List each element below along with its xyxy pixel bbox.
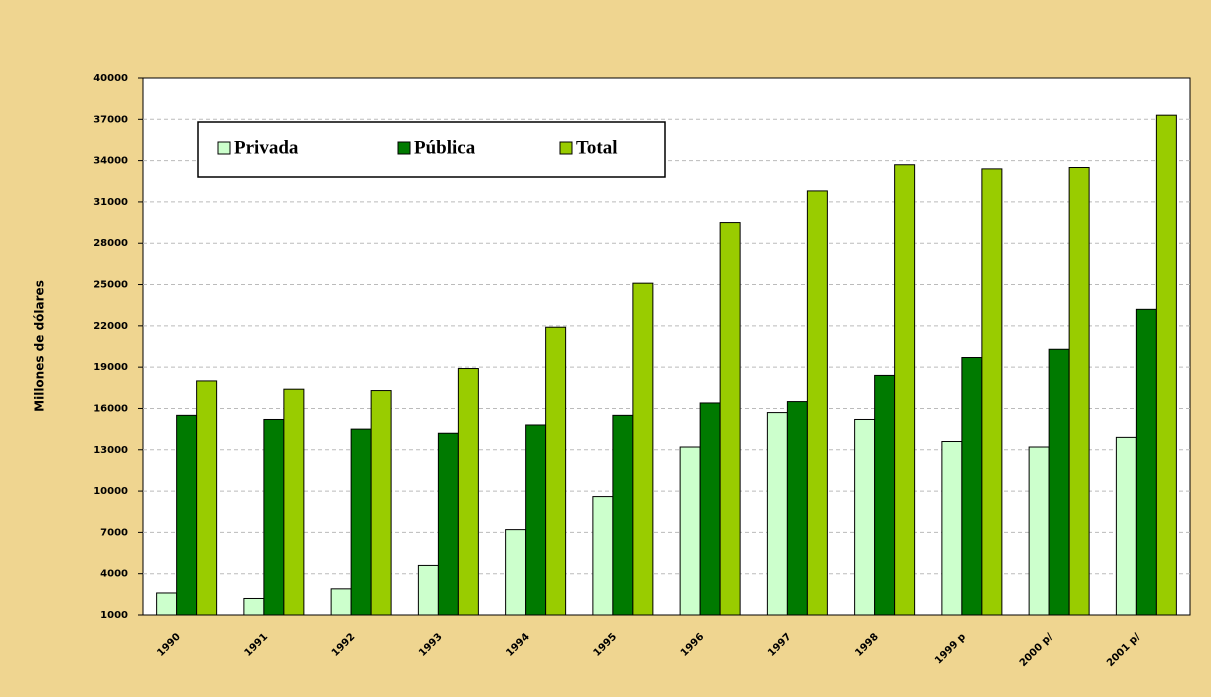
x-tick-label: 1992 [330, 631, 357, 658]
x-tick-label: 1996 [679, 631, 706, 658]
x-tick-label: 2000 p/ [1018, 631, 1056, 669]
legend-swatch [217, 141, 231, 155]
bar [243, 597, 265, 616]
y-tick-label: 22000 [93, 321, 128, 332]
bar [350, 428, 372, 616]
legend-label: Pública [414, 137, 476, 158]
y-tick-label: 31000 [93, 197, 128, 208]
bar [1155, 114, 1177, 616]
bar [417, 564, 439, 616]
bar [806, 190, 828, 616]
bar [457, 368, 479, 616]
bar [263, 418, 285, 616]
y-axis-label: Millones de dólares [33, 280, 47, 412]
bar [854, 418, 876, 616]
y-tick-label: 37000 [93, 114, 128, 125]
bar [176, 414, 198, 616]
x-tick-label: 1999 p [933, 631, 968, 666]
bar [679, 446, 701, 616]
x-tick-label: 1998 [853, 631, 880, 658]
x-tick-label: 1994 [504, 631, 531, 658]
x-tick-label: 1997 [766, 631, 793, 658]
bar [525, 424, 547, 616]
bar [612, 414, 634, 616]
bar [196, 380, 218, 616]
bar [370, 390, 392, 616]
x-tick-label: 1990 [155, 631, 182, 658]
y-tick-label: 34000 [93, 156, 128, 167]
bar [505, 529, 527, 616]
x-tick-label: 1991 [243, 631, 270, 658]
bar [283, 388, 305, 616]
bar [981, 168, 1003, 616]
legend-swatch [559, 141, 573, 155]
bar [719, 222, 741, 616]
x-tick-label: 1993 [417, 631, 444, 658]
bar [766, 412, 788, 616]
y-tick-label: 25000 [93, 280, 128, 291]
bar [330, 588, 352, 616]
x-tick-label: 2001 p/ [1105, 631, 1143, 669]
y-tick-label: 16000 [93, 403, 128, 414]
bar [1028, 446, 1050, 616]
y-tick-label: 4000 [100, 569, 128, 580]
y-tick-label: 7000 [100, 527, 128, 538]
bar [874, 374, 896, 616]
bar [1068, 167, 1090, 616]
y-tick-label: 28000 [93, 238, 128, 249]
y-tick-label: 1000 [100, 610, 128, 621]
bar [156, 592, 178, 616]
y-tick-label: 40000 [93, 73, 128, 84]
legend-label: Total [576, 137, 618, 158]
y-tick-label: 10000 [93, 486, 128, 497]
bar [699, 402, 721, 616]
x-tick-label: 1995 [592, 631, 619, 658]
legend-swatch [397, 141, 411, 155]
bar [545, 326, 567, 616]
bar [437, 432, 459, 616]
bar [1048, 348, 1070, 616]
bar [1115, 436, 1137, 616]
y-tick-label: 13000 [93, 445, 128, 456]
bar [592, 496, 614, 616]
bar [1135, 308, 1157, 616]
bar [632, 282, 654, 616]
legend [197, 121, 666, 178]
bar [894, 164, 916, 616]
bar [941, 441, 963, 616]
legend-label: Privada [234, 137, 299, 158]
bar [961, 357, 983, 616]
bar [786, 401, 808, 616]
y-tick-label: 19000 [93, 362, 128, 373]
